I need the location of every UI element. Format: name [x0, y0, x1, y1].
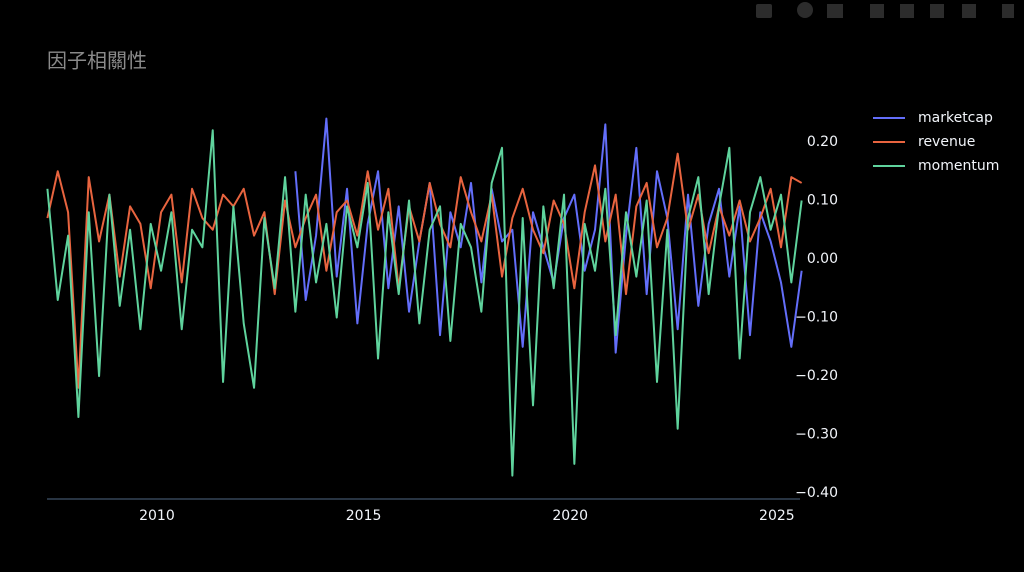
y-tick-label: −0.40 [795, 485, 838, 501]
y-tick-label: 0.00 [807, 251, 838, 267]
y-tick-label: 0.10 [807, 193, 838, 209]
y-tick-label: −0.20 [795, 368, 838, 384]
modebar-button[interactable] [930, 4, 944, 18]
modebar-button[interactable] [1002, 4, 1014, 18]
legend-label: revenue [918, 134, 975, 150]
x-tick-label: 2020 [552, 508, 588, 524]
modebar-button[interactable] [900, 4, 914, 18]
modebar[interactable] [756, 2, 1014, 18]
modebar-button[interactable] [962, 4, 976, 18]
line-series [294, 117, 803, 354]
x-tick-label: 2010 [139, 508, 175, 524]
y-tick-label: −0.10 [795, 310, 838, 326]
y-tick-label: 0.20 [807, 134, 838, 150]
modebar-button[interactable] [756, 4, 772, 18]
x-tick-label: 2025 [759, 508, 795, 524]
modebar-button[interactable] [870, 4, 884, 18]
modebar-button[interactable] [827, 4, 843, 18]
chart-title: 因子相關性 [47, 49, 147, 73]
line-series [46, 152, 803, 389]
legend-label: marketcap [918, 110, 993, 126]
legend-label: momentum [918, 158, 999, 174]
modebar-button[interactable] [797, 2, 813, 18]
y-tick-label: −0.30 [795, 427, 838, 443]
x-tick-label: 2015 [346, 508, 382, 524]
line-series [46, 129, 803, 477]
